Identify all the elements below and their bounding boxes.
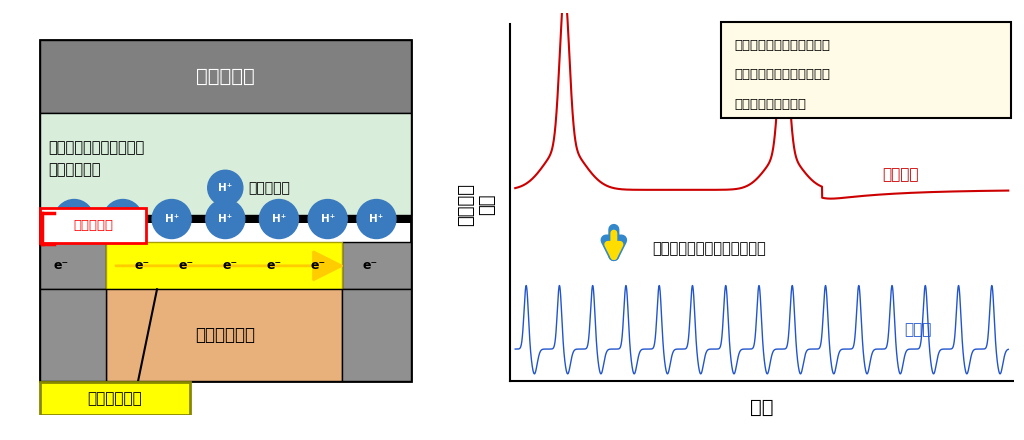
- Text: 従来技術: 従来技術: [883, 168, 919, 183]
- Text: e⁻: e⁻: [135, 259, 150, 272]
- Text: 時間: 時間: [750, 397, 773, 416]
- Bar: [40, 113, 411, 215]
- Text: 本研究: 本研究: [904, 322, 932, 337]
- Circle shape: [308, 199, 347, 238]
- Text: ゲート電極: ゲート電極: [196, 66, 255, 86]
- Text: H⁺: H⁺: [165, 214, 179, 224]
- Text: e⁻: e⁻: [310, 259, 326, 272]
- Text: H⁺: H⁺: [321, 214, 335, 224]
- Text: H⁺: H⁺: [67, 214, 81, 224]
- FancyBboxPatch shape: [721, 22, 1011, 118]
- Text: e⁻: e⁻: [54, 259, 69, 272]
- Text: H⁺: H⁺: [370, 214, 384, 224]
- Text: e⁻: e⁻: [222, 259, 238, 272]
- Circle shape: [259, 199, 298, 238]
- Bar: [40, 242, 106, 289]
- Circle shape: [208, 170, 243, 205]
- Text: 電気二重層: 電気二重層: [73, 220, 113, 232]
- Text: H⁺: H⁺: [271, 214, 286, 224]
- Circle shape: [206, 199, 245, 238]
- Text: 多孔質イットリア安定化
ジルコニア膜: 多孔質イットリア安定化 ジルコニア膜: [48, 140, 144, 177]
- Bar: [40, 40, 411, 113]
- Bar: [106, 289, 342, 381]
- Text: H⁺: H⁺: [116, 214, 130, 224]
- Bar: [106, 242, 342, 289]
- Circle shape: [357, 199, 396, 238]
- Text: e⁻: e⁻: [362, 259, 377, 272]
- Bar: [342, 289, 411, 381]
- Circle shape: [54, 199, 93, 238]
- Text: ドレイン電流: ドレイン電流: [88, 391, 142, 406]
- Bar: [40, 215, 411, 223]
- Text: ニューロモルフィック動作: ニューロモルフィック動作: [734, 68, 830, 81]
- Bar: [40, 289, 106, 381]
- Text: 電気二重層トランジスタの: 電気二重層トランジスタの: [734, 39, 830, 52]
- Circle shape: [153, 199, 191, 238]
- FancyBboxPatch shape: [40, 208, 146, 243]
- Bar: [342, 242, 411, 289]
- Text: 水素イオン伝導による高速化: 水素イオン伝導による高速化: [652, 241, 766, 256]
- Text: 課題：低い動作速度: 課題：低い動作速度: [734, 98, 806, 111]
- Text: e⁻: e⁻: [179, 259, 194, 272]
- Text: H⁺: H⁺: [218, 214, 232, 224]
- Circle shape: [103, 199, 142, 238]
- Text: H⁺: H⁺: [218, 183, 232, 193]
- Text: ドレイン
電流: ドレイン 電流: [458, 183, 497, 226]
- Text: ダイヤモンド: ダイヤモンド: [196, 326, 255, 344]
- FancyBboxPatch shape: [40, 382, 190, 415]
- Text: 水素イオン: 水素イオン: [249, 181, 291, 195]
- Bar: [40, 40, 411, 381]
- Text: e⁻: e⁻: [266, 259, 282, 272]
